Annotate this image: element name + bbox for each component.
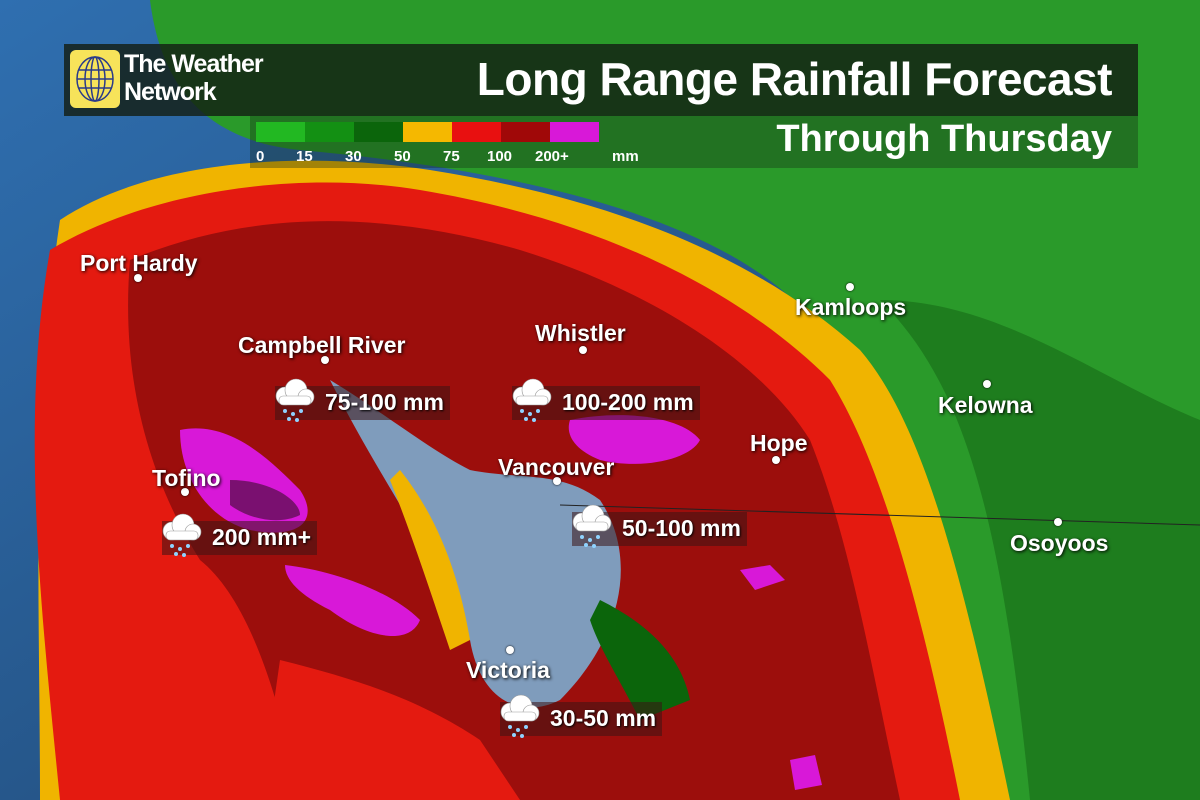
city-label: Campbell River bbox=[238, 332, 406, 358]
legend-tick: 75 bbox=[443, 148, 460, 165]
legend-swatch bbox=[452, 122, 501, 142]
rainfall-amount: 75-100 mm bbox=[325, 389, 444, 415]
legend-tick: 0 bbox=[256, 148, 265, 165]
legend-tick: 30 bbox=[345, 148, 362, 165]
legend-tick: 100 bbox=[487, 148, 513, 165]
border-line bbox=[559, 504, 1200, 526]
band-yellow-strait bbox=[390, 470, 470, 650]
strait-water bbox=[330, 380, 621, 708]
city-dot bbox=[1054, 518, 1062, 526]
rain-cloud-icon bbox=[494, 690, 544, 740]
magenta-small bbox=[740, 565, 785, 590]
band-green-islands bbox=[590, 600, 690, 720]
city-label: Osoyoos bbox=[1010, 530, 1109, 556]
city-dot bbox=[846, 283, 854, 291]
map-title: Long Range Rainfall Forecast bbox=[476, 53, 1113, 105]
rain-cloud-icon bbox=[156, 509, 206, 559]
rainfall-callout: 75-100 mm bbox=[275, 378, 450, 422]
magenta-whistler bbox=[568, 415, 700, 464]
city-label: Whistler bbox=[535, 320, 626, 346]
brand-line-1: The Weather bbox=[124, 50, 264, 78]
legend-swatch bbox=[501, 122, 550, 142]
legend-swatch bbox=[403, 122, 452, 142]
city-dot bbox=[553, 477, 561, 485]
weather-network-logo bbox=[70, 50, 120, 108]
magenta-small2 bbox=[790, 755, 822, 790]
city-dot bbox=[181, 488, 189, 496]
city-dot bbox=[321, 356, 329, 364]
city-dot bbox=[134, 274, 142, 282]
magenta-south bbox=[285, 565, 420, 637]
legend-colorbar bbox=[256, 122, 599, 142]
legend-swatch bbox=[354, 122, 403, 142]
city-label: Vancouver bbox=[498, 454, 615, 480]
rainfall-callout: 200 mm+ bbox=[162, 513, 318, 557]
city-label: Kelowna bbox=[938, 392, 1033, 418]
city-label: Hope bbox=[750, 430, 808, 456]
rainfall-amount: 100-200 mm bbox=[562, 389, 694, 415]
legend-tick: 15 bbox=[296, 148, 313, 165]
legend-swatch bbox=[256, 122, 305, 142]
city-dot bbox=[983, 380, 991, 388]
legend-swatch bbox=[550, 122, 599, 142]
map-subtitle: Through Thursday bbox=[776, 118, 1112, 160]
rainfall-callout: 50-100 mm bbox=[572, 504, 747, 548]
rain-cloud-icon bbox=[506, 374, 556, 424]
south-land bbox=[260, 660, 520, 800]
title-banner bbox=[64, 44, 1138, 116]
band-darkgreen bbox=[880, 300, 1200, 800]
legend-unit: mm bbox=[612, 148, 639, 165]
brand-name: The Weather Network bbox=[124, 50, 264, 106]
rainfall-amount: 30-50 mm bbox=[550, 705, 657, 731]
purple-core bbox=[230, 480, 300, 521]
rainfall-amount: 200 mm+ bbox=[212, 524, 312, 550]
globe-icon bbox=[76, 56, 114, 102]
city-dot bbox=[772, 456, 780, 464]
rainfall-amount: 50-100 mm bbox=[622, 515, 741, 541]
city-label: Tofino bbox=[152, 465, 221, 491]
city-label: Kamloops bbox=[795, 294, 907, 320]
city-label: Victoria bbox=[466, 657, 550, 683]
legend-tick: 200+ bbox=[535, 148, 569, 165]
city-dot bbox=[506, 646, 514, 654]
legend-tick: 50 bbox=[394, 148, 411, 165]
city-label: Port Hardy bbox=[80, 250, 198, 276]
legend-swatch bbox=[305, 122, 354, 142]
city-dot bbox=[579, 346, 587, 354]
rainfall-callout: 30-50 mm bbox=[500, 694, 663, 738]
rain-cloud-icon bbox=[269, 374, 319, 424]
rain-cloud-icon bbox=[566, 500, 616, 550]
rainfall-callout: 100-200 mm bbox=[512, 378, 700, 422]
brand-line-2: Network bbox=[124, 78, 217, 106]
